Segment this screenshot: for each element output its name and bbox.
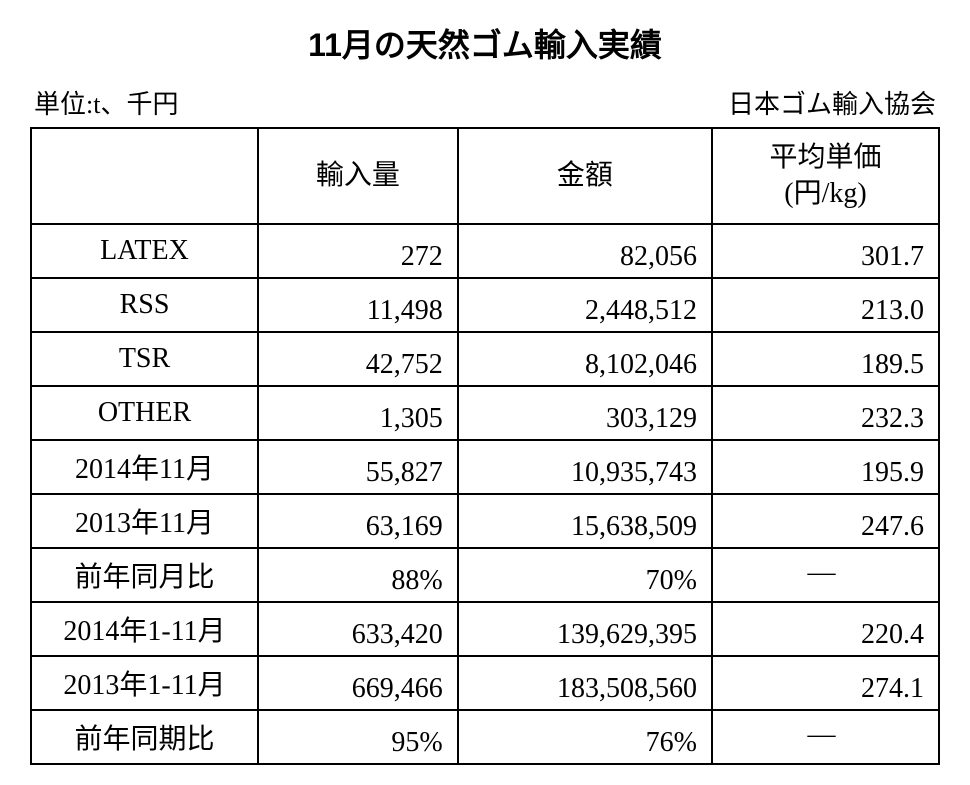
col-header-blank [31,128,258,224]
cell-amount: 10,935,743 [458,440,712,494]
cell-amount: 183,508,560 [458,656,712,710]
row-label: 2014年11月 [31,440,258,494]
cell-unitprice: 213.0 [712,278,939,332]
row-label: LATEX [31,224,258,278]
row-label: 2014年1-11月 [31,602,258,656]
cell-amount: 70% [458,548,712,602]
cell-unitprice: — [712,710,939,764]
cell-amount: 2,448,512 [458,278,712,332]
cell-amount: 76% [458,710,712,764]
table-row: OTHER1,305303,129232.3 [31,386,939,440]
cell-import: 11,498 [258,278,458,332]
cell-import: 272 [258,224,458,278]
cell-import: 669,466 [258,656,458,710]
col-header-import: 輸入量 [258,128,458,224]
row-label: 2013年11月 [31,494,258,548]
cell-amount: 15,638,509 [458,494,712,548]
cell-amount: 8,102,046 [458,332,712,386]
import-table: 輸入量 金額 平均単価(円/kg) LATEX27282,056301.7RSS… [30,127,940,765]
cell-unitprice: 232.3 [712,386,939,440]
page-title: 11月の天然ゴム輸入実績 [30,20,940,66]
cell-unitprice: 274.1 [712,656,939,710]
cell-unitprice: 220.4 [712,602,939,656]
cell-unitprice: 247.6 [712,494,939,548]
table-row: 前年同月比88%70%— [31,548,939,602]
row-label: 前年同月比 [31,548,258,602]
cell-amount: 82,056 [458,224,712,278]
cell-unitprice: 195.9 [712,440,939,494]
table-row: 2014年11月55,82710,935,743195.9 [31,440,939,494]
source-label: 日本ゴム輸入協会 [728,84,936,121]
row-label: RSS [31,278,258,332]
cell-import: 1,305 [258,386,458,440]
table-row: TSR42,7528,102,046189.5 [31,332,939,386]
col-header-unitprice: 平均単価(円/kg) [712,128,939,224]
cell-amount: 139,629,395 [458,602,712,656]
cell-unitprice: 189.5 [712,332,939,386]
col-header-amount: 金額 [458,128,712,224]
row-label: 前年同期比 [31,710,258,764]
table-row: LATEX27282,056301.7 [31,224,939,278]
cell-import: 42,752 [258,332,458,386]
unit-label: 単位:t、千円 [34,84,178,121]
cell-amount: 303,129 [458,386,712,440]
row-label: OTHER [31,386,258,440]
row-label: 2013年1-11月 [31,656,258,710]
subheader-row: 単位:t、千円 日本ゴム輸入協会 [30,84,940,121]
table-row: 前年同期比95%76%— [31,710,939,764]
table-row: 2013年11月63,16915,638,509247.6 [31,494,939,548]
cell-import: 88% [258,548,458,602]
table-row: 2013年1-11月669,466183,508,560274.1 [31,656,939,710]
table-header-row: 輸入量 金額 平均単価(円/kg) [31,128,939,224]
cell-import: 63,169 [258,494,458,548]
cell-import: 633,420 [258,602,458,656]
cell-unitprice: — [712,548,939,602]
cell-import: 95% [258,710,458,764]
cell-import: 55,827 [258,440,458,494]
cell-unitprice: 301.7 [712,224,939,278]
table-row: 2014年1-11月633,420139,629,395220.4 [31,602,939,656]
row-label: TSR [31,332,258,386]
table-row: RSS11,4982,448,512213.0 [31,278,939,332]
